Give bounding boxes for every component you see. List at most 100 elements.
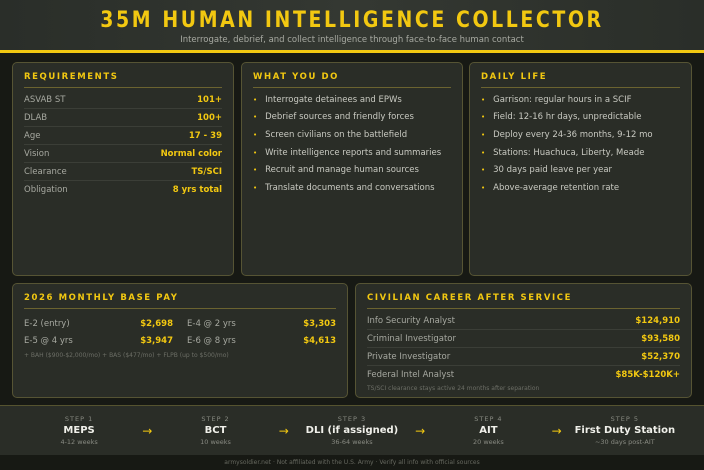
list-item: • 30 days paid leave per year <box>481 161 680 179</box>
pipeline-step: STEP 4 AIT 20 weeks <box>433 415 543 446</box>
step-duration: ~30 days post-AIT <box>594 438 655 446</box>
row-label: Clearance <box>24 166 67 177</box>
row-value: $4,613 <box>303 335 336 346</box>
row-label: DLAB <box>24 112 48 123</box>
row-value: $2,698 <box>140 318 173 329</box>
row-value: TS/SCI <box>191 166 222 177</box>
table-row: E-5 @ 4 yrs $3,947 <box>24 332 173 349</box>
row-value: 17 - 39 <box>188 130 222 141</box>
step-number: STEP 4 <box>474 415 503 423</box>
list-item: • Debrief sources and friendly forces <box>253 109 451 127</box>
list-item: • Stations: Huachuca, Liberty, Meade <box>481 144 680 162</box>
list-item-text: Stations: Huachuca, Liberty, Meade <box>493 147 645 158</box>
row-label: E-2 (entry) <box>24 318 70 329</box>
step-number: STEP 3 <box>337 415 367 423</box>
row-label: Vision <box>24 148 50 159</box>
bullet-icon: • <box>481 130 486 139</box>
bullet-icon: • <box>481 113 486 122</box>
step-title: First Duty Station <box>574 425 676 436</box>
row-label: Federal Intel Analyst <box>367 370 455 380</box>
page-subtitle: Interrogate, debrief, and collect intell… <box>180 35 524 45</box>
row-value: $85K-$120K+ <box>615 370 681 380</box>
page-title: 35M HUMAN INTELLIGENCE COLLECTOR <box>100 8 604 33</box>
table-row: E-2 (entry) $2,698 <box>24 315 173 332</box>
row-value: $3,947 <box>140 335 173 346</box>
row-label: Age <box>24 130 41 141</box>
row-value: $52,370 <box>641 351 680 362</box>
training-pipeline: STEP 1 MEPS 4-12 weeks → STEP 2 BCT 10 weeks → S… <box>0 405 704 455</box>
row-label: Criminal Investigator <box>367 333 457 344</box>
what-you-do-panel: WHAT YOU DO • Interrogate detainees and E… <box>241 62 463 276</box>
row-value: $93,580 <box>641 333 680 344</box>
arrow-right-icon: → <box>278 423 289 438</box>
list-item-text: Write intelligence reports and summaries <box>265 147 442 158</box>
list-item-text: Recruit and manage human sources <box>265 165 419 176</box>
bullet-icon: • <box>481 183 486 192</box>
list-item-text: Interrogate detainees and EPWs <box>265 94 402 105</box>
step-duration: 36-64 weeks <box>331 438 373 446</box>
list-item-text: 30 days paid leave per year <box>493 165 613 176</box>
requirements-panel: REQUIREMENTS ASVAB ST 101+ DLAB 100+ Age 17 -… <box>12 62 234 276</box>
daily-life-panel: DAILY LIFE • Garrison: regular hours in a… <box>469 62 692 276</box>
table-row: Age 17 - 39 <box>24 127 222 145</box>
step-title: DLI (if assigned) <box>305 425 399 436</box>
list-item-text: Above-average retention rate <box>493 182 620 193</box>
row-label: Obligation <box>24 185 68 195</box>
bullet-icon: • <box>253 113 258 122</box>
list-item: • Deploy every 24-36 months, 9-12 mo <box>481 126 680 144</box>
table-row: Obligation 8 yrs total <box>24 181 222 199</box>
panel-title: 2026 MONTHLY BASE PAY <box>24 293 336 309</box>
civilian-panel: CIVILIAN CAREER AFTER SERVICE Info Secur… <box>355 283 692 398</box>
table-row: E-6 @ 8 yrs $4,613 <box>187 332 336 349</box>
pay-note: + BAH ($900-$2,000/mo) + BAS ($477/mo) +… <box>24 352 229 359</box>
table-row: Clearance TS/SCI <box>24 163 222 181</box>
pipeline-step: STEP 2 BCT 10 weeks <box>161 415 271 446</box>
list-item-text: Debrief sources and friendly forces <box>265 112 414 123</box>
panel-title: CIVILIAN CAREER AFTER SERVICE <box>367 293 680 309</box>
bullet-icon: • <box>481 95 486 104</box>
step-number: STEP 2 <box>201 415 230 423</box>
table-row: Federal Intel Analyst $85K-$120K+ <box>367 366 680 384</box>
row-label: Info Security Analyst <box>367 315 455 326</box>
bullet-icon: • <box>481 166 486 175</box>
table-row: DLAB 100+ <box>24 109 222 127</box>
table-row: ASVAB ST 101+ <box>24 91 222 109</box>
panel-title: DAILY LIFE <box>481 72 680 88</box>
header: 35M HUMAN INTELLIGENCE COLLECTOR Interro… <box>0 0 704 53</box>
list-item-text: Field: 12-16 hr days, unpredictable <box>493 112 642 123</box>
civilian-note: TS/SCI clearance stays active 24 months … <box>367 385 540 392</box>
bullet-icon: • <box>253 183 258 192</box>
row-value: Normal color <box>160 148 222 159</box>
list-item: • Recruit and manage human sources <box>253 161 451 179</box>
step-title: BCT <box>204 425 227 436</box>
list-item: • Screen civilians on the battlefield <box>253 126 451 144</box>
list-item: • Write intelligence reports and summarie… <box>253 144 451 162</box>
list-item: • Field: 12-16 hr days, unpredictable <box>481 109 680 127</box>
bullet-icon: • <box>253 130 258 139</box>
list-item-text: Translate documents and conversations <box>265 182 435 193</box>
list-item: • Garrison: regular hours in a SCIF <box>481 91 680 109</box>
bullet-icon: • <box>481 148 486 157</box>
table-row: Private Investigator $52,370 <box>367 348 680 366</box>
arrow-right-icon: → <box>551 423 562 438</box>
step-title: AIT <box>479 425 498 436</box>
step-duration: 20 weeks <box>473 438 504 446</box>
panel-title: WHAT YOU DO <box>253 72 451 88</box>
footer: armysoldier.net · Not affiliated with th… <box>224 459 480 466</box>
list-item: • Translate documents and conversations <box>253 179 451 197</box>
pay-panel: 2026 MONTHLY BASE PAY E-2 (entry) $2,698 E… <box>12 283 348 398</box>
table-row: Criminal Investigator $93,580 <box>367 330 680 348</box>
step-duration: 4-12 weeks <box>60 438 98 446</box>
table-row: E-4 @ 2 yrs $3,303 <box>187 315 336 332</box>
bullet-icon: • <box>253 148 258 157</box>
row-value: 100+ <box>197 112 222 123</box>
step-number: STEP 1 <box>64 415 94 423</box>
row-value: 101+ <box>197 94 222 105</box>
row-value: $3,303 <box>303 318 336 329</box>
list-item: • Interrogate detainees and EPWs <box>253 91 451 109</box>
arrow-right-icon: → <box>415 423 426 438</box>
pipeline-step: STEP 1 MEPS 4-12 weeks <box>24 415 134 446</box>
step-duration: 10 weeks <box>200 438 231 446</box>
list-item: • Above-average retention rate <box>481 179 680 197</box>
row-value: $124,910 <box>635 315 680 326</box>
